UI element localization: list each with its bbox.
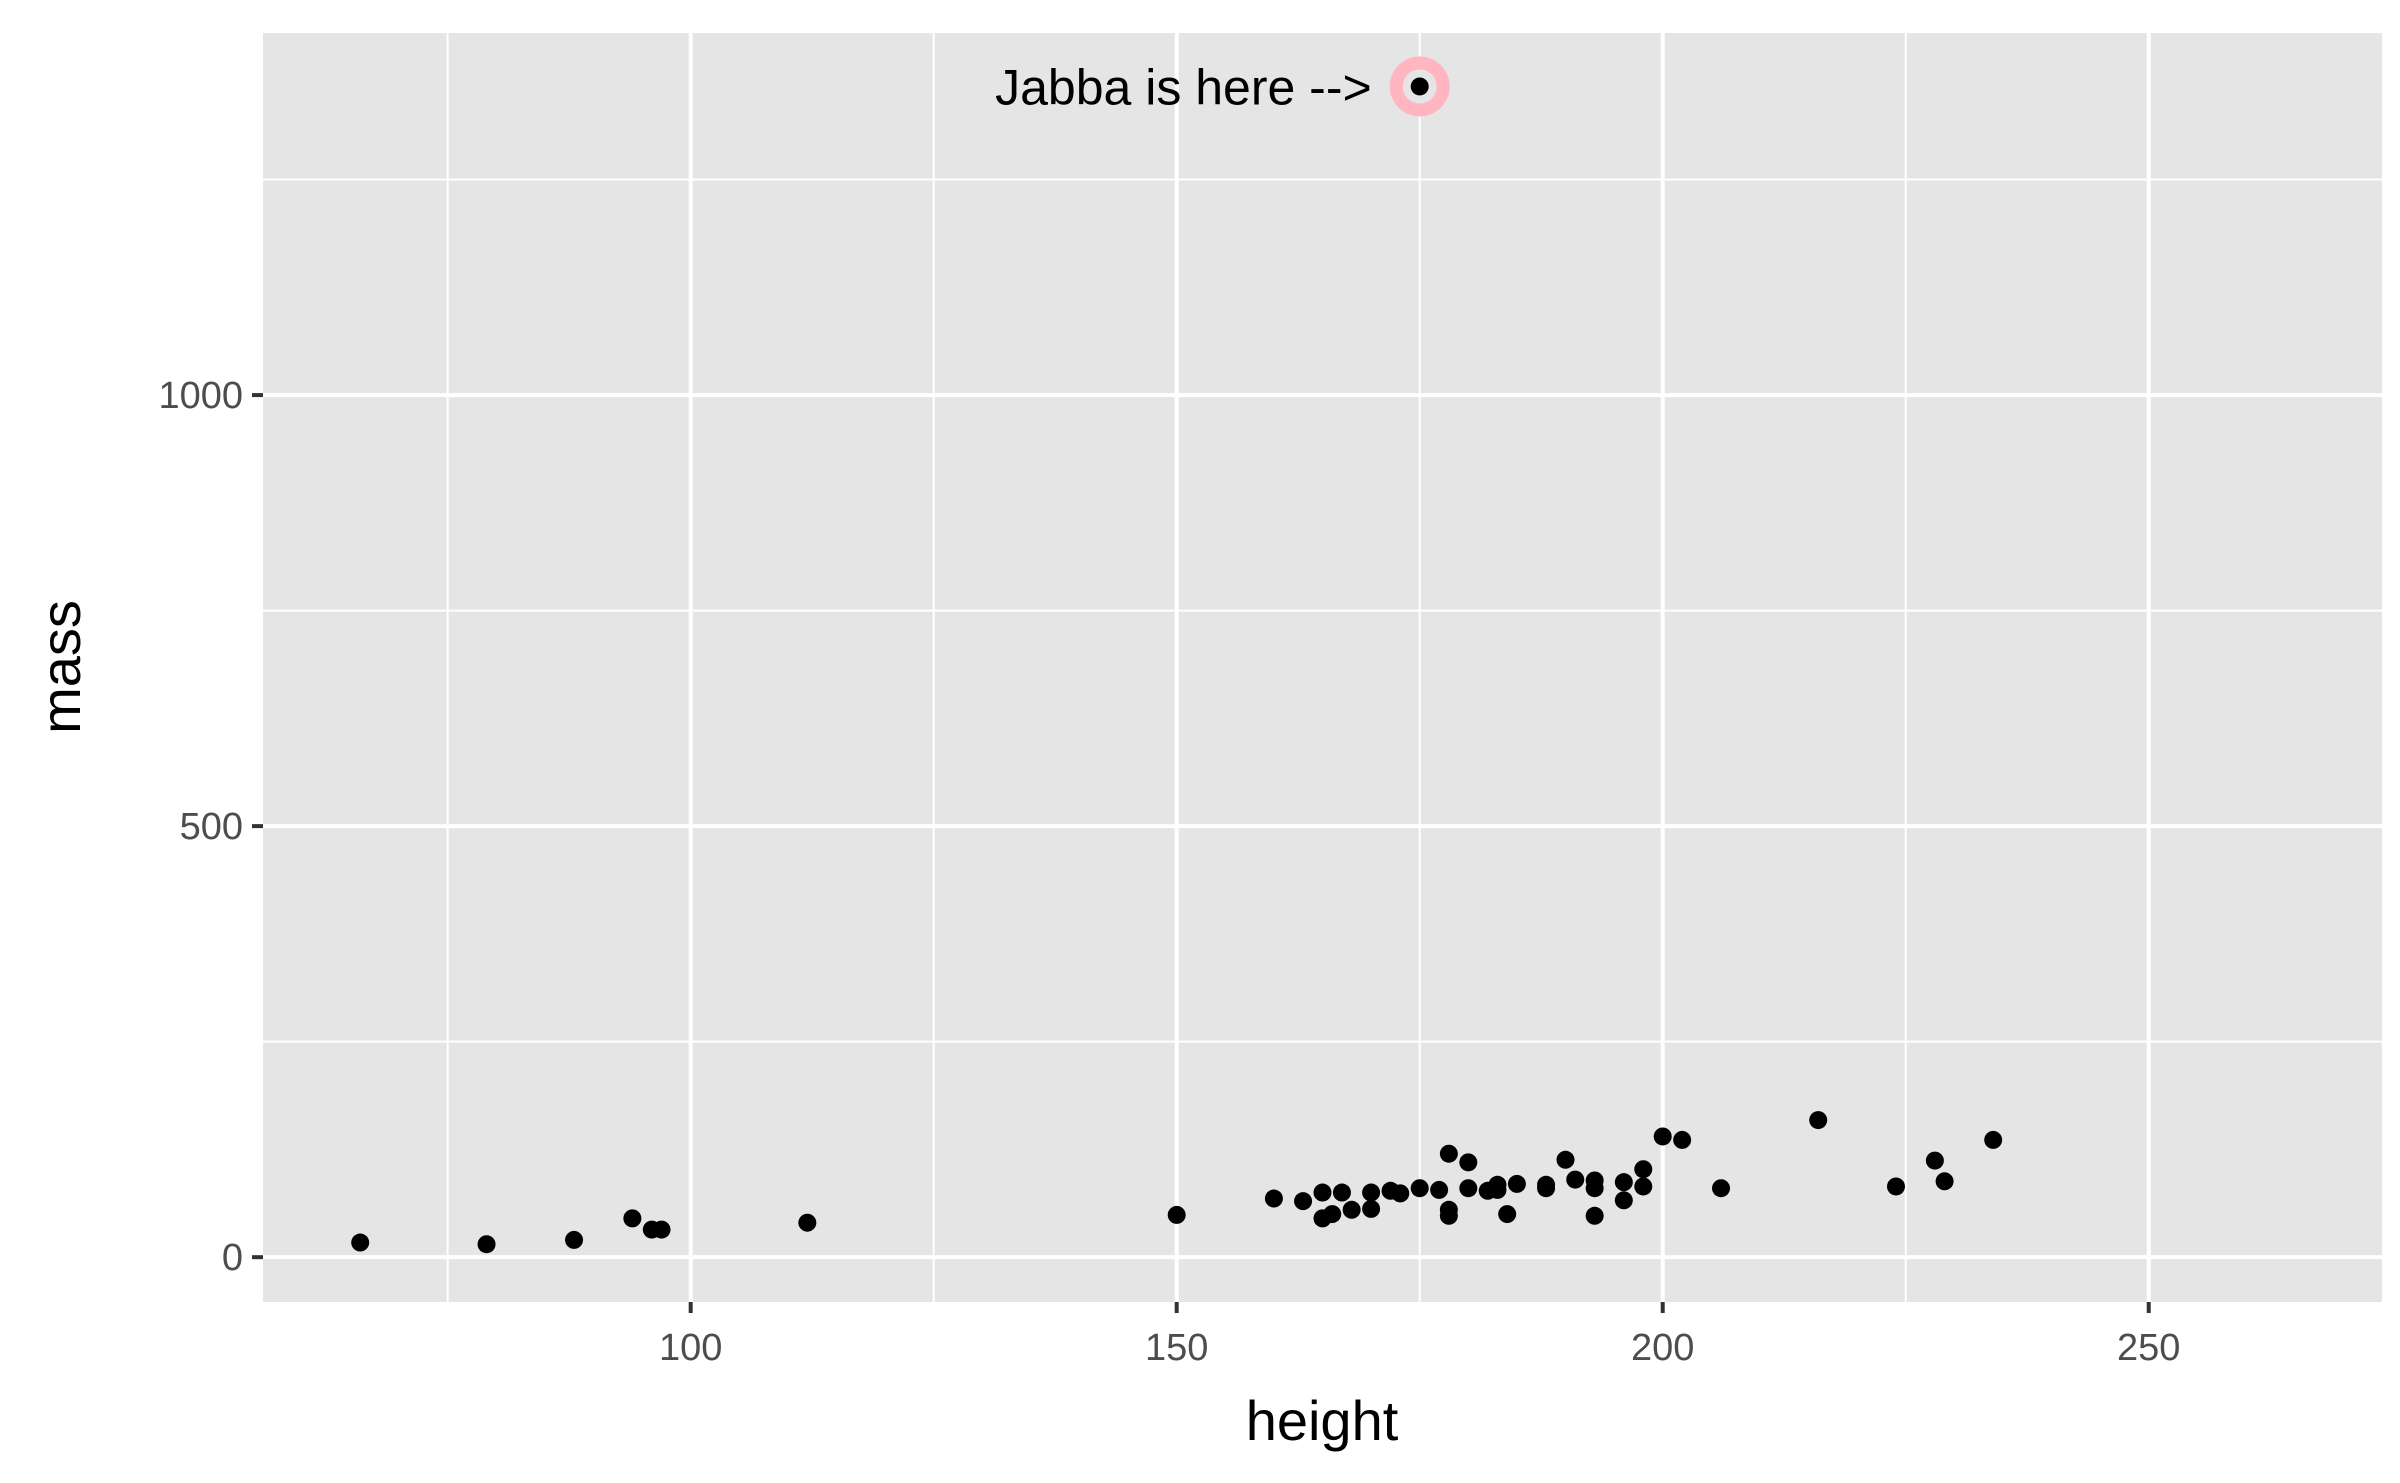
data-point [1342,1200,1361,1219]
x-tick-label: 250 [2117,1327,2180,1369]
data-point [1167,1205,1186,1224]
data-point [1332,1183,1351,1202]
data-point [1313,1183,1332,1202]
data-point [1410,1179,1429,1198]
data-point [1634,1177,1653,1196]
data-point [1886,1177,1905,1196]
data-points [351,77,2003,1254]
data-point [1537,1175,1556,1194]
data-point [1585,1206,1604,1225]
data-point [1294,1192,1313,1211]
data-point [1439,1200,1458,1219]
data-point [1264,1189,1283,1208]
data-point [1391,1184,1410,1203]
data-point [1507,1174,1526,1193]
y-tick-label: 500 [180,806,243,848]
panel-background [263,33,2382,1302]
y-tick-labels: 0 500 1000 [158,375,243,1279]
data-point [623,1209,642,1228]
data-point [1410,77,1429,96]
y-axis-title: mass [29,600,92,734]
jabba-annotation: Jabba is here --> [995,59,1372,115]
annotation-layer: Jabba is here --> [995,59,1372,115]
data-point [477,1235,496,1254]
x-tick-label: 100 [659,1327,722,1369]
data-point [1498,1205,1517,1224]
data-point [565,1230,584,1249]
data-point [652,1220,671,1239]
y-tick-label: 0 [222,1237,243,1279]
major-gridlines [263,33,2382,1302]
data-point [1935,1172,1954,1191]
data-point [1653,1127,1672,1146]
data-point [1614,1191,1633,1210]
data-point [1362,1199,1381,1218]
minor-gridlines [263,33,2382,1302]
y-tick-label: 1000 [158,375,243,417]
data-point [1614,1173,1633,1192]
data-point [1634,1160,1653,1179]
data-point [1556,1150,1575,1169]
data-point [1925,1151,1944,1170]
data-point [351,1233,370,1252]
data-point [1566,1170,1585,1189]
data-point [1712,1179,1731,1198]
x-tick-labels: 100 150 200 250 [659,1327,2180,1369]
data-point [1439,1144,1458,1163]
data-point [1323,1205,1342,1224]
data-point [1984,1130,2003,1149]
x-tick-label: 150 [1145,1327,1208,1369]
x-tick-label: 200 [1631,1327,1694,1369]
data-point [1430,1180,1449,1199]
data-point [1488,1175,1507,1194]
data-point [1585,1171,1604,1190]
x-axis-title: height [1246,1389,1399,1452]
data-point [1809,1111,1828,1130]
data-point [1459,1153,1478,1172]
data-point [1459,1179,1478,1198]
data-point [1362,1183,1381,1202]
data-point [1673,1130,1692,1149]
axis-ticks [252,393,2151,1313]
data-point [798,1213,817,1232]
